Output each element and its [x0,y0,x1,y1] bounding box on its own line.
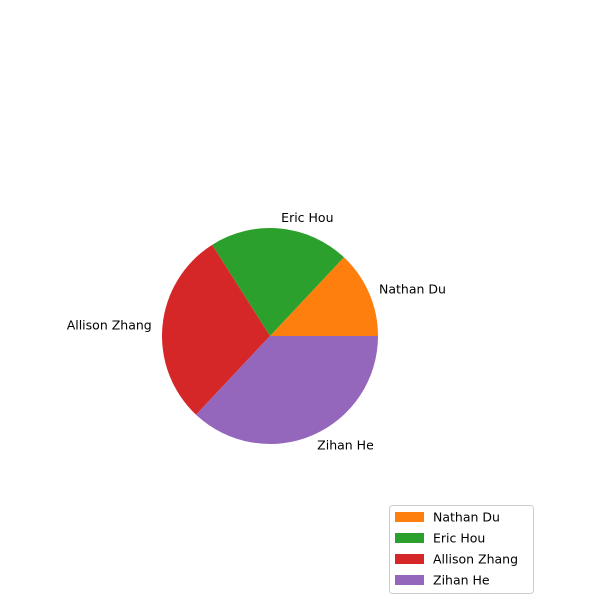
legend-label: Nathan Du [433,510,500,525]
legend: Nathan Du Eric Hou Allison Zhang Zihan He [389,505,534,594]
legend-label: Eric Hou [433,531,485,546]
legend-items: Nathan Du Eric Hou Allison Zhang Zihan He [395,510,518,588]
legend-label: Zihan He [433,573,490,588]
pie-slices [162,228,378,445]
pie-slice-allison-zhang [162,244,270,415]
legend-swatch [395,512,424,522]
legend-frame [389,505,534,594]
pie-slice-nathan-du [270,257,378,336]
legend-swatch [395,575,424,585]
slice-label: Eric Hou [281,210,333,225]
pie-slice-zihan-he [196,336,378,445]
slice-label: Allison Zhang [67,317,152,332]
legend-label: Allison Zhang [433,552,518,567]
slice-labels: Nathan Du Eric Hou Allison Zhang Zihan He [67,210,446,452]
slice-label: Zihan He [317,438,374,453]
legend-swatch [395,554,424,564]
legend-swatch [395,533,424,543]
pie-slice-eric-hou [212,228,344,336]
slice-label: Nathan Du [379,281,446,296]
